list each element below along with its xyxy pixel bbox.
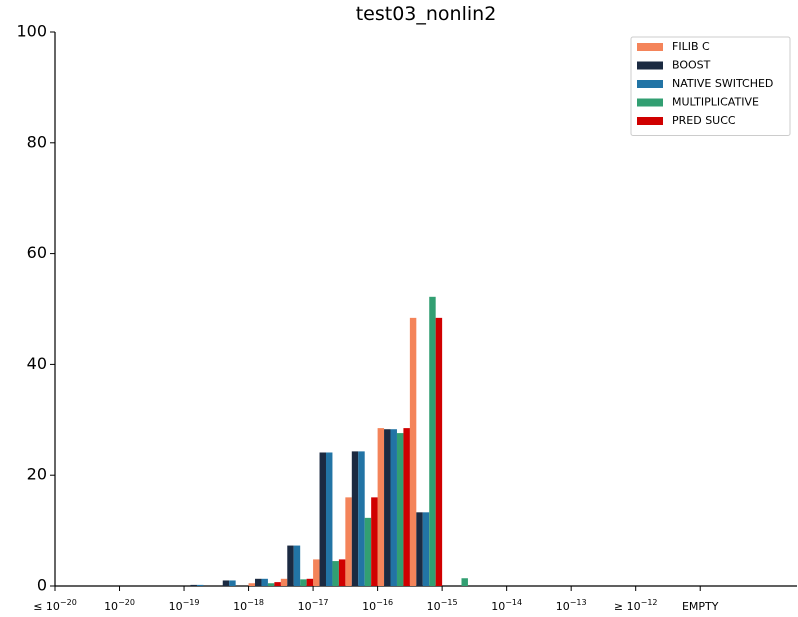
bar: [403, 428, 410, 586]
bar: [287, 545, 294, 586]
bar: [222, 580, 230, 586]
legend-swatch: [637, 117, 663, 125]
tick-exp: −20: [60, 598, 77, 607]
bar: [274, 582, 281, 586]
x-tick-label: 10−18: [233, 598, 264, 613]
x-tick-label: ≤ 10−20: [33, 598, 77, 613]
y-tick-label: 20: [27, 465, 47, 484]
bar: [351, 451, 359, 586]
legend-label: MULTIPLICATIVE: [672, 96, 759, 109]
bar: [358, 451, 365, 586]
bar: [435, 317, 443, 586]
bar: [390, 429, 397, 586]
bar: [248, 583, 256, 586]
x-tick-label: 10−20: [104, 598, 135, 613]
legend-box: [630, 36, 791, 136]
bar: [293, 545, 301, 586]
tick-base: 10: [169, 600, 183, 613]
tick-exp: −17: [312, 598, 329, 607]
legend-label: FILIB C: [672, 40, 710, 53]
tick-exp: −19: [183, 598, 200, 607]
bar: [261, 578, 268, 586]
x-tick-label: ≥ 10−12: [614, 598, 658, 613]
legend-label: BOOST: [672, 59, 711, 72]
x-tick-label: 10−16: [362, 598, 393, 613]
bar: [345, 497, 352, 586]
tick-base: 10: [298, 600, 312, 613]
tick-base: 10: [362, 600, 376, 613]
legend-swatch: [637, 80, 663, 88]
bar: [190, 584, 197, 586]
bar: [371, 497, 378, 586]
tick-base: 10: [427, 600, 441, 613]
tick-base: 10: [556, 600, 570, 613]
tick-exp: −20: [118, 598, 135, 607]
legend-swatch: [637, 98, 663, 107]
bar: [255, 578, 262, 586]
x-tick-label: EMPTY: [682, 600, 719, 613]
x-tick-label: 10−19: [169, 598, 200, 613]
bar: [325, 452, 333, 586]
y-tick-label: 40: [27, 354, 47, 373]
bar: [364, 517, 372, 586]
tick-exp: −15: [441, 598, 458, 607]
tick-base: 10: [233, 600, 247, 613]
tick-base: 10: [491, 600, 505, 613]
bar: [319, 452, 326, 586]
bar: [313, 559, 320, 586]
y-tick-label: 60: [27, 243, 47, 262]
bar: [377, 428, 385, 586]
tick-exp: −13: [570, 598, 587, 607]
tick-exp: −16: [376, 598, 393, 607]
bar: [396, 433, 404, 586]
x-tick-label: 10−17: [298, 598, 329, 613]
bar: [300, 579, 307, 586]
bar: [416, 512, 423, 586]
y-tick-label: 0: [37, 576, 47, 595]
tick-exp: −12: [641, 598, 658, 607]
chart-title: test03_nonlin2: [356, 3, 497, 25]
bar: [384, 429, 391, 586]
legend-label: PRED SUCC: [672, 114, 736, 127]
x-tick-label: 10−15: [427, 598, 458, 613]
tick-base: 10: [104, 600, 118, 613]
bar: [229, 580, 236, 586]
y-tick-label: 80: [27, 132, 47, 151]
legend-swatch: [637, 61, 663, 70]
bar: [306, 578, 314, 586]
legend-swatch: [637, 43, 663, 51]
bar: [280, 578, 288, 586]
x-tick-label: 10−13: [556, 598, 587, 613]
bar: [461, 578, 468, 586]
tick-base: ≤ 10: [33, 600, 60, 613]
tick-base: ≥ 10: [614, 600, 641, 613]
legend-label: NATIVE SWITCHED: [672, 77, 773, 90]
bar: [429, 296, 436, 586]
bar: [338, 559, 346, 586]
bar: [267, 583, 275, 586]
bar: [196, 584, 204, 586]
y-tick-label: 100: [16, 22, 47, 41]
bar: [422, 512, 430, 586]
tick-exp: −18: [247, 598, 264, 607]
tick-exp: −14: [505, 598, 522, 607]
bar: [409, 317, 417, 586]
x-tick-label: 10−14: [491, 598, 522, 613]
bar: [332, 561, 339, 586]
